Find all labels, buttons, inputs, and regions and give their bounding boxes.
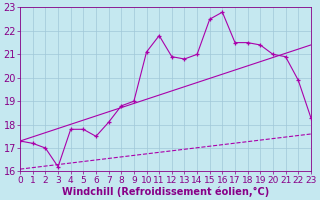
X-axis label: Windchill (Refroidissement éolien,°C): Windchill (Refroidissement éolien,°C) bbox=[62, 186, 269, 197]
